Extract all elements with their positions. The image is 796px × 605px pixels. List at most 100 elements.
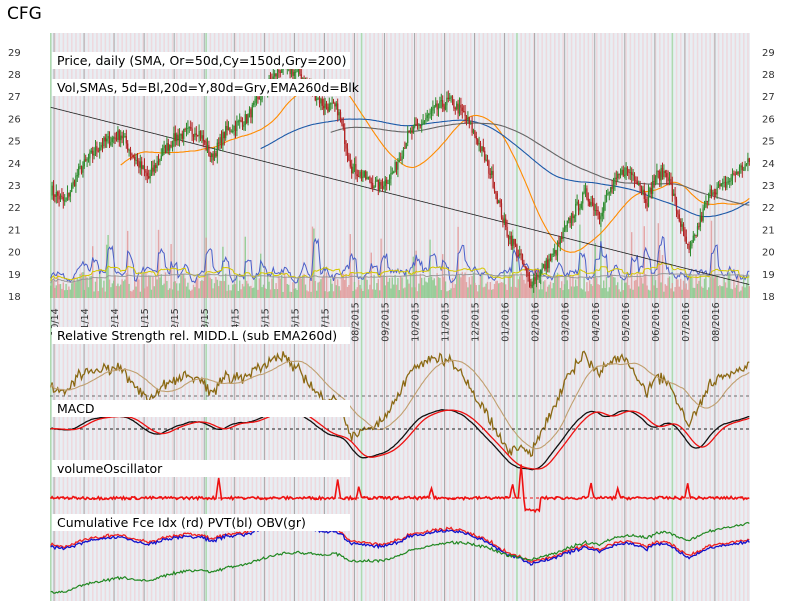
volume-bar [332,291,335,298]
volume-bar [388,277,391,298]
price-y-axis: 18 18 19 19 20 20 21 21 22 22 23 23 24 24 25 25 26 26 27 27… [8,48,775,303]
candle-body [128,149,130,151]
candle-body [507,236,510,240]
day-stripe [436,33,438,601]
day-stripe [713,33,716,601]
candle-body [668,179,671,181]
volume-bar [61,288,63,298]
day-stripe [369,33,371,601]
candle-body [590,202,592,206]
candle-body [514,244,517,246]
day-stripe [570,33,573,601]
volume-bar [142,272,144,298]
volume-bar [101,287,104,298]
volume-bar [530,284,532,298]
day-stripe [79,33,81,601]
day-stripe [100,33,102,601]
candle-body [202,135,204,142]
day-stripe [486,33,489,601]
sma-200d-line [330,122,750,206]
day-stripe [449,33,451,601]
volume-bar [411,287,413,298]
candle-body [587,198,589,202]
volume-bar [695,275,697,298]
date-tick-label: 11/2015 [441,302,452,341]
candle-body [640,187,643,192]
volume-bar [247,283,249,298]
volume-bar [57,274,59,298]
candle-body [250,109,252,118]
day-stripe [470,33,472,601]
candle-body [381,185,384,189]
volume-bar [652,274,654,298]
candle-body [633,174,636,180]
candle-body [591,202,594,204]
candle-body [279,71,281,73]
candle-body [430,110,433,114]
volume-bar [744,287,746,298]
day-stripe [50,33,52,601]
candle-body [372,182,374,189]
volume-bar [645,274,647,298]
candle-body [741,165,743,171]
candle-body [391,172,393,174]
candle-body [626,167,629,170]
candle-body [625,167,627,175]
volume-bar [607,291,609,298]
day-stripe [415,33,417,601]
volume-bar [724,282,727,298]
candle-body [184,128,186,130]
volume-bar [80,272,83,298]
volume-bar [572,275,574,298]
candle-body [353,164,356,168]
candle-body [383,186,385,189]
candle-body [216,142,218,157]
day-stripe [66,33,69,601]
volume-bar [416,291,419,298]
day-stripe [747,33,749,601]
candle-body [51,185,53,196]
volume-bar [104,291,106,298]
volume-bar [327,291,329,298]
day-stripe [528,33,531,601]
volume-bar [538,289,540,298]
candle-body [713,192,715,194]
volume-bar [713,278,715,298]
candle-body [408,130,410,132]
volume-bar [524,283,526,298]
volume-bar [454,284,456,298]
candle-body [677,210,679,215]
volume-bar [491,289,493,298]
volosc-panel-title: volumeOscillator [57,461,163,476]
candle-body [390,172,392,180]
candle-body [211,153,213,158]
day-stripe [604,33,606,601]
candle-body [568,217,570,221]
candle-body [610,186,612,193]
candle-body [94,146,97,155]
volume-bar [114,275,116,298]
candle-body [199,130,202,139]
volume-bar [584,291,587,298]
volume-bar [408,283,410,298]
volume-bar [425,281,427,298]
day-stripe [125,33,128,601]
day-stripe [163,33,165,601]
volume-bar [698,280,700,298]
volume-bar [428,277,430,298]
candle-body [506,226,508,237]
candle-body [341,119,343,125]
volume-bar [398,290,400,298]
candle-body [502,217,504,223]
candle-body [85,159,87,161]
volume-bar [478,284,480,298]
candle-body [78,166,80,176]
volume-bar [689,273,692,298]
candle-body [83,159,85,167]
candle-body [157,161,160,163]
candle-body [682,224,685,230]
candle-body [152,167,154,172]
candle-body [394,162,396,172]
volume-bar [566,280,568,298]
volume-bar [115,285,118,298]
